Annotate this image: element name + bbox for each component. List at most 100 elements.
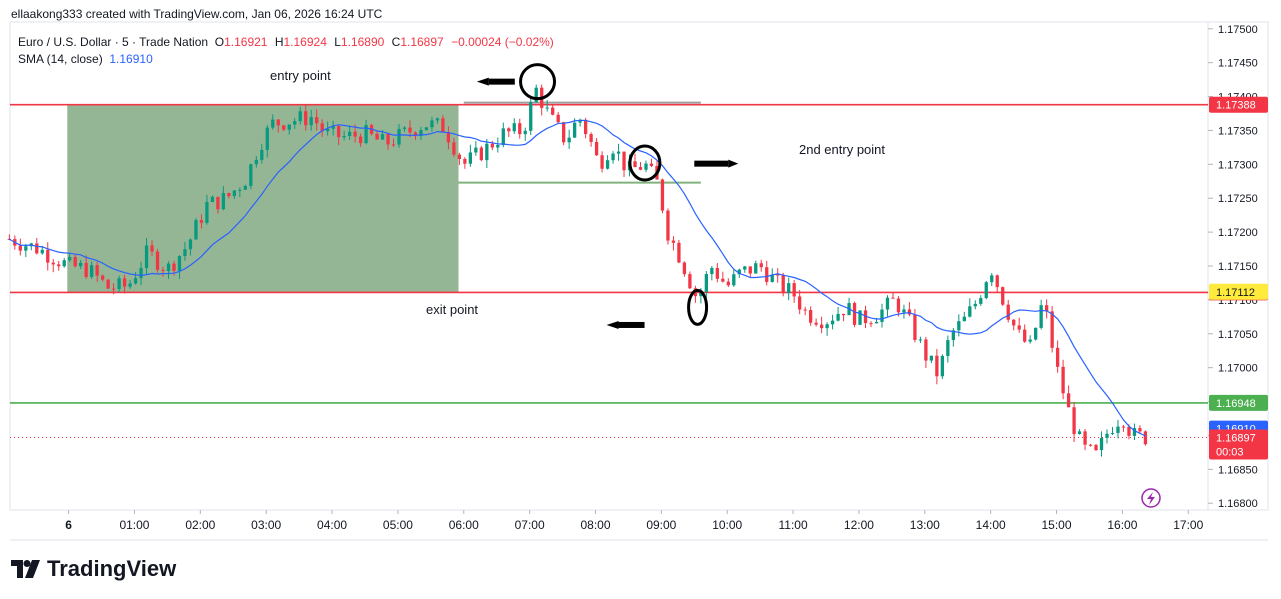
price-tick-label: 1.17350 bbox=[1218, 125, 1258, 137]
arrow-head bbox=[606, 320, 619, 329]
candle-body bbox=[556, 114, 560, 123]
candle-body bbox=[787, 283, 791, 294]
candle-body bbox=[660, 179, 665, 211]
candle-body bbox=[271, 119, 275, 128]
candle-body bbox=[479, 147, 483, 161]
candle-body bbox=[798, 296, 802, 310]
candle-body bbox=[1006, 304, 1010, 320]
change-value: −0.00024 (−0.02%) bbox=[451, 35, 554, 49]
candle-body bbox=[1143, 431, 1148, 445]
candle-body bbox=[40, 249, 44, 254]
candle-body bbox=[402, 127, 407, 129]
candle-body bbox=[490, 143, 494, 148]
candle-body bbox=[380, 134, 385, 140]
candle-body bbox=[457, 154, 462, 159]
candle-body bbox=[391, 144, 396, 146]
sma-label[interactable]: SMA (14, close) bbox=[18, 52, 103, 66]
candle-body bbox=[413, 132, 418, 137]
candle-body bbox=[523, 130, 527, 135]
candle-body bbox=[562, 122, 566, 143]
candle-body bbox=[364, 125, 368, 144]
candle-body bbox=[419, 130, 423, 137]
candle-body bbox=[287, 124, 291, 130]
candle-body bbox=[1001, 287, 1005, 305]
candle-body bbox=[1044, 305, 1049, 312]
candle-body bbox=[57, 264, 61, 267]
line-price-tag: 1.17388 bbox=[1216, 100, 1256, 112]
tradingview-logo-icon bbox=[11, 560, 40, 578]
candle-body bbox=[177, 256, 182, 271]
time-tick-label: 07:00 bbox=[515, 518, 545, 532]
candle-body bbox=[743, 266, 747, 270]
candle-body bbox=[1072, 407, 1076, 435]
close-value: 1.16897 bbox=[400, 35, 444, 49]
line-price-tag: 1.16948 bbox=[1216, 398, 1256, 410]
sma-value: 1.16910 bbox=[109, 52, 153, 66]
high-label: H bbox=[274, 35, 284, 49]
candle-body bbox=[776, 274, 780, 276]
price-tick-label: 1.17500 bbox=[1218, 24, 1258, 36]
candle-body bbox=[210, 196, 215, 202]
candle-body bbox=[924, 339, 928, 361]
candle-body bbox=[534, 87, 538, 103]
candle-body bbox=[232, 190, 237, 197]
time-tick-label: 03:00 bbox=[251, 518, 281, 532]
price-tag-bg bbox=[1209, 283, 1268, 300]
candle-body bbox=[732, 274, 736, 286]
candle-body bbox=[304, 111, 308, 126]
candle-body bbox=[830, 320, 835, 325]
candle-body bbox=[144, 245, 149, 269]
candle-body bbox=[644, 163, 648, 170]
candle-body bbox=[331, 125, 335, 129]
candle-body bbox=[852, 303, 857, 325]
candle-body bbox=[68, 256, 72, 261]
candle-body bbox=[375, 133, 379, 140]
candle-body bbox=[430, 120, 434, 128]
candle-body bbox=[1099, 437, 1104, 451]
time-tick-label: 13:00 bbox=[910, 518, 940, 532]
candle-body bbox=[452, 142, 456, 155]
candle-body bbox=[485, 143, 489, 161]
candle-body bbox=[46, 249, 50, 263]
candle-body bbox=[677, 242, 681, 263]
line-price-tag-bg bbox=[1209, 394, 1268, 411]
symbol-title[interactable]: Euro / U.S. Dollar · 5 · Trade Nation bbox=[18, 35, 209, 49]
line-price-tag-bg bbox=[1209, 96, 1268, 113]
candle-body bbox=[293, 121, 297, 125]
candle-body bbox=[474, 147, 478, 153]
candle-body bbox=[183, 249, 187, 257]
candle-body bbox=[1105, 433, 1109, 438]
candle-body bbox=[699, 292, 703, 297]
time-tick-label: 05:00 bbox=[383, 518, 413, 532]
candle-body bbox=[111, 288, 116, 290]
candle-body bbox=[962, 316, 966, 322]
lightning-icon[interactable] bbox=[1141, 488, 1161, 508]
candle-body bbox=[501, 128, 505, 146]
candle-body bbox=[249, 164, 253, 186]
candle-body bbox=[221, 193, 226, 210]
candle-body bbox=[704, 274, 709, 293]
open-value: 1.16921 bbox=[224, 35, 268, 49]
open-label: O bbox=[214, 35, 225, 49]
candle-body bbox=[1061, 366, 1065, 394]
time-tick-label: 17:00 bbox=[1173, 518, 1203, 532]
candle-body bbox=[968, 306, 972, 317]
candle-body bbox=[1138, 428, 1142, 432]
candle-body bbox=[386, 134, 390, 145]
low-label: L bbox=[334, 35, 341, 49]
tradingview-logo[interactable]: TradingView bbox=[11, 556, 176, 582]
candle-body bbox=[836, 313, 840, 321]
annotation-entry-point: entry point bbox=[270, 68, 331, 83]
candle-body bbox=[205, 201, 209, 223]
candle-body bbox=[638, 167, 643, 170]
chart-credit: ellaakong333 created with TradingView.co… bbox=[11, 7, 383, 21]
low-value: 1.16890 bbox=[340, 35, 385, 49]
candle-body bbox=[51, 262, 55, 265]
candle-body bbox=[726, 281, 730, 286]
candle-body bbox=[336, 125, 341, 138]
circle-marker bbox=[628, 144, 662, 182]
high-value: 1.16924 bbox=[283, 35, 327, 49]
candle-body bbox=[825, 324, 829, 329]
candle-body bbox=[1132, 428, 1137, 436]
